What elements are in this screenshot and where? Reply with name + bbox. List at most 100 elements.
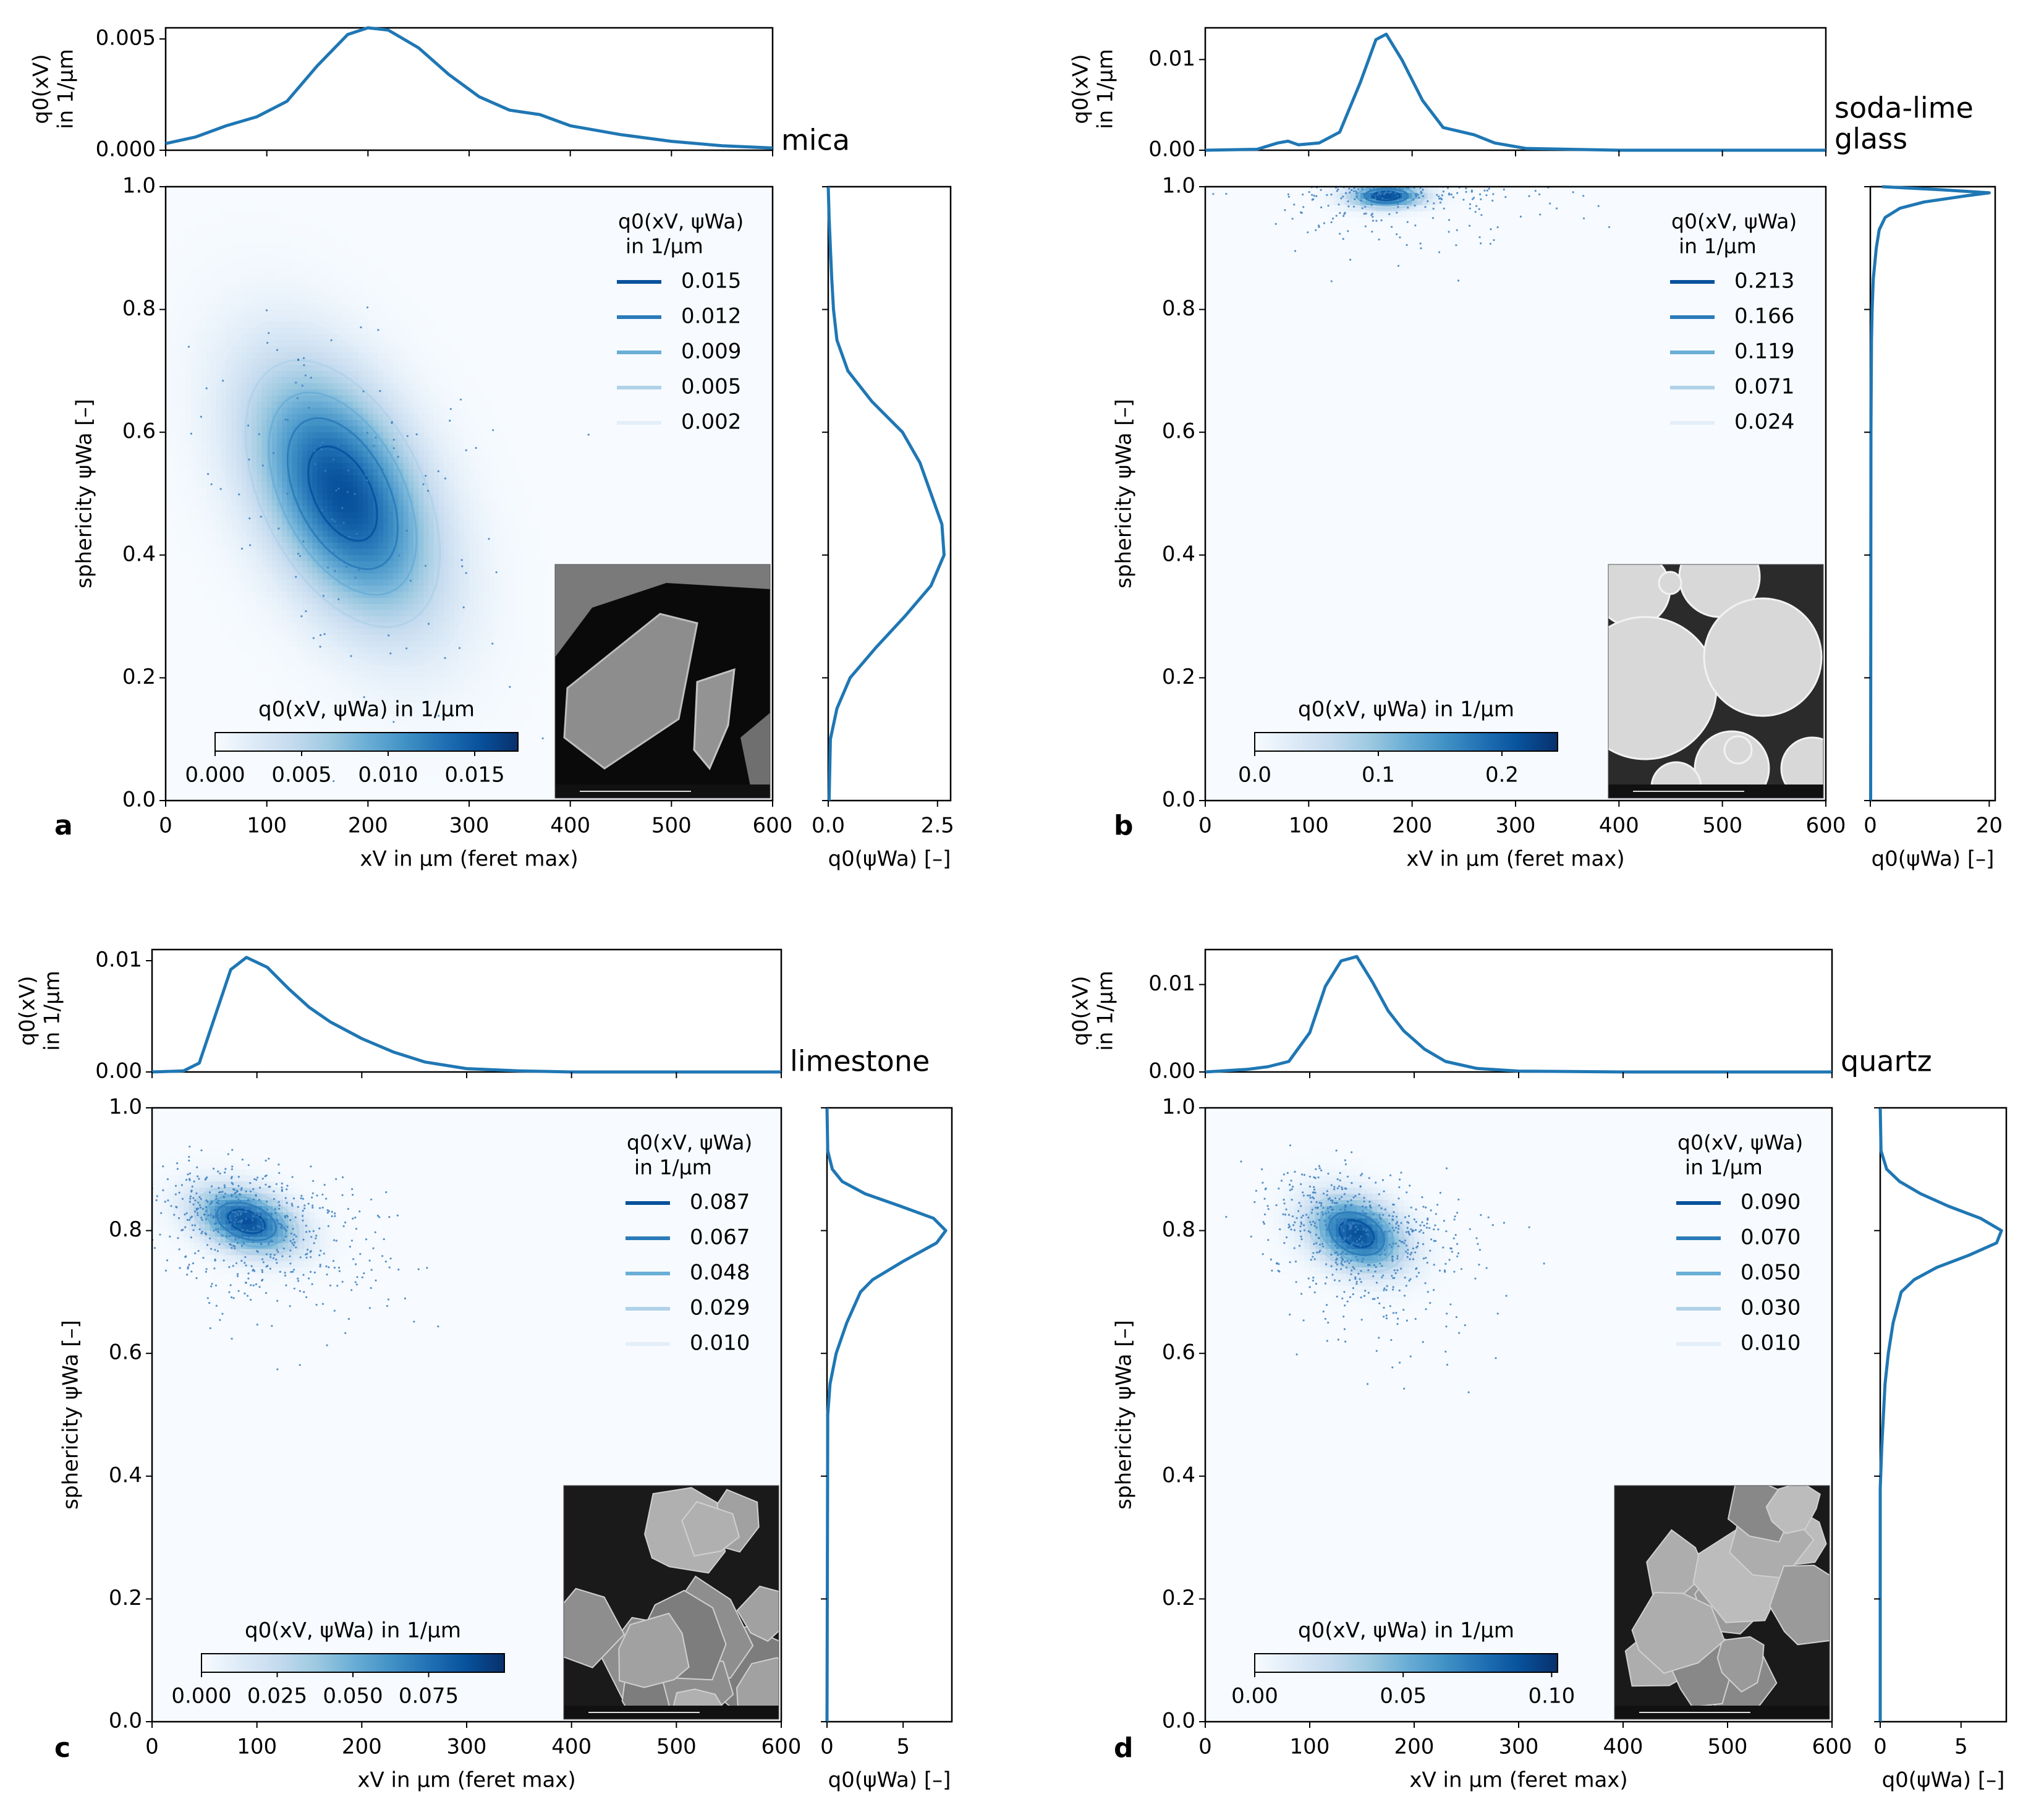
heatmap-cell — [252, 481, 257, 488]
heatmap-cell — [277, 561, 282, 568]
heatmap-cell — [352, 671, 358, 678]
heatmap-cell — [185, 297, 192, 304]
heatmap-cell — [398, 647, 404, 654]
heatmap-cell — [494, 579, 500, 587]
heatmap-cell — [185, 548, 192, 556]
heatmap-cell — [317, 506, 323, 512]
heatmap-cell — [266, 518, 273, 525]
heatmap-cell — [509, 684, 515, 691]
heatmap-cell — [433, 487, 439, 495]
heatmap-cell — [261, 487, 268, 495]
heatmap-cell — [423, 770, 430, 776]
heatmap-cell — [423, 671, 430, 678]
heatmap-cell — [317, 414, 323, 420]
heatmap-cell — [317, 665, 323, 673]
heatmap-cell — [494, 469, 500, 476]
heatmap-cell — [393, 487, 399, 495]
heatmap-cell — [449, 604, 455, 611]
heatmap-cell — [383, 401, 389, 409]
heatmap-cell — [297, 278, 303, 286]
heatmap-cell — [171, 450, 176, 457]
heatmap-cell — [216, 352, 222, 359]
heatmap-cell — [413, 604, 419, 611]
heatmap-cell — [484, 634, 490, 642]
heatmap-cell — [368, 726, 374, 734]
heatmap-cell — [347, 671, 354, 678]
heatmap-cell — [297, 634, 303, 642]
heatmap-cell — [368, 702, 374, 709]
heatmap-cell — [312, 352, 318, 359]
heatmap-cell — [312, 561, 318, 568]
heatmap-cell — [504, 598, 511, 605]
heatmap-cell — [226, 352, 232, 359]
heatmap-cell — [252, 401, 257, 409]
heatmap-cell — [357, 542, 363, 550]
heatmap-cell — [327, 720, 333, 728]
heatmap-cell — [226, 623, 232, 629]
heatmap-cell — [469, 665, 475, 673]
heatmap-cell — [363, 678, 368, 684]
heatmap-cell — [398, 579, 404, 587]
heatmap-cell — [408, 623, 414, 629]
heatmap-cell — [459, 598, 465, 605]
heatmap-cell — [206, 352, 212, 359]
heatmap-cell — [221, 493, 227, 501]
heatmap-cell — [277, 481, 282, 488]
heatmap-cell — [337, 321, 344, 328]
heatmap-cell — [504, 585, 511, 592]
heatmap-cell — [337, 260, 344, 267]
heatmap-cell — [271, 389, 278, 396]
heatmap-cell — [171, 346, 176, 353]
heatmap-cell — [226, 542, 232, 550]
heatmap-cell — [433, 506, 439, 512]
heatmap-cell — [190, 315, 197, 323]
heatmap-cell — [201, 309, 207, 317]
heatmap-cell — [236, 273, 242, 279]
heatmap-cell — [226, 266, 232, 273]
heatmap-cell — [302, 573, 308, 580]
heatmap-cell — [408, 598, 414, 605]
heatmap-cell — [347, 273, 354, 279]
heatmap-cell — [282, 211, 287, 218]
heatmap-cell — [393, 328, 399, 334]
heatmap-cell — [266, 671, 273, 678]
heatmap-cell — [231, 315, 237, 323]
heatmap-cell — [444, 334, 449, 341]
heatmap-cell — [307, 561, 313, 568]
heatmap-cell — [393, 376, 399, 384]
heatmap-cell — [241, 242, 247, 249]
heatmap-cell — [271, 469, 278, 476]
heatmap-cell — [459, 561, 465, 568]
heatmap-cell — [363, 315, 368, 323]
heatmap-cell — [378, 640, 384, 648]
heatmap-cell — [241, 248, 247, 255]
heatmap-cell — [257, 506, 263, 512]
heatmap-cell — [352, 444, 358, 451]
heatmap-cell — [454, 469, 460, 476]
heatmap-cell — [241, 284, 247, 292]
heatmap-cell — [241, 640, 247, 648]
heatmap-cell — [438, 616, 444, 623]
heatmap-cell — [257, 518, 263, 525]
heatmap-cell — [474, 542, 480, 550]
heatmap-cell — [166, 512, 171, 519]
heatmap-cell — [327, 659, 333, 666]
heatmap-cell — [494, 512, 500, 519]
heatmap-cell — [322, 512, 328, 519]
heatmap-cell — [185, 389, 192, 396]
heatmap-cell — [292, 260, 298, 267]
heatmap-cell — [514, 481, 520, 488]
heatmap-cell — [347, 370, 354, 378]
heatmap-cell — [418, 407, 424, 415]
heatmap-cell — [347, 512, 354, 519]
heatmap-cell — [252, 592, 257, 598]
heatmap-cell — [166, 273, 171, 279]
heatmap-cell — [474, 469, 480, 476]
heatmap-cell — [479, 512, 485, 519]
heatmap-cell — [454, 726, 460, 734]
heatmap-cell — [484, 702, 490, 709]
heatmap-cell — [312, 223, 318, 231]
heatmap-cell — [449, 684, 455, 691]
heatmap-cell — [287, 665, 293, 673]
